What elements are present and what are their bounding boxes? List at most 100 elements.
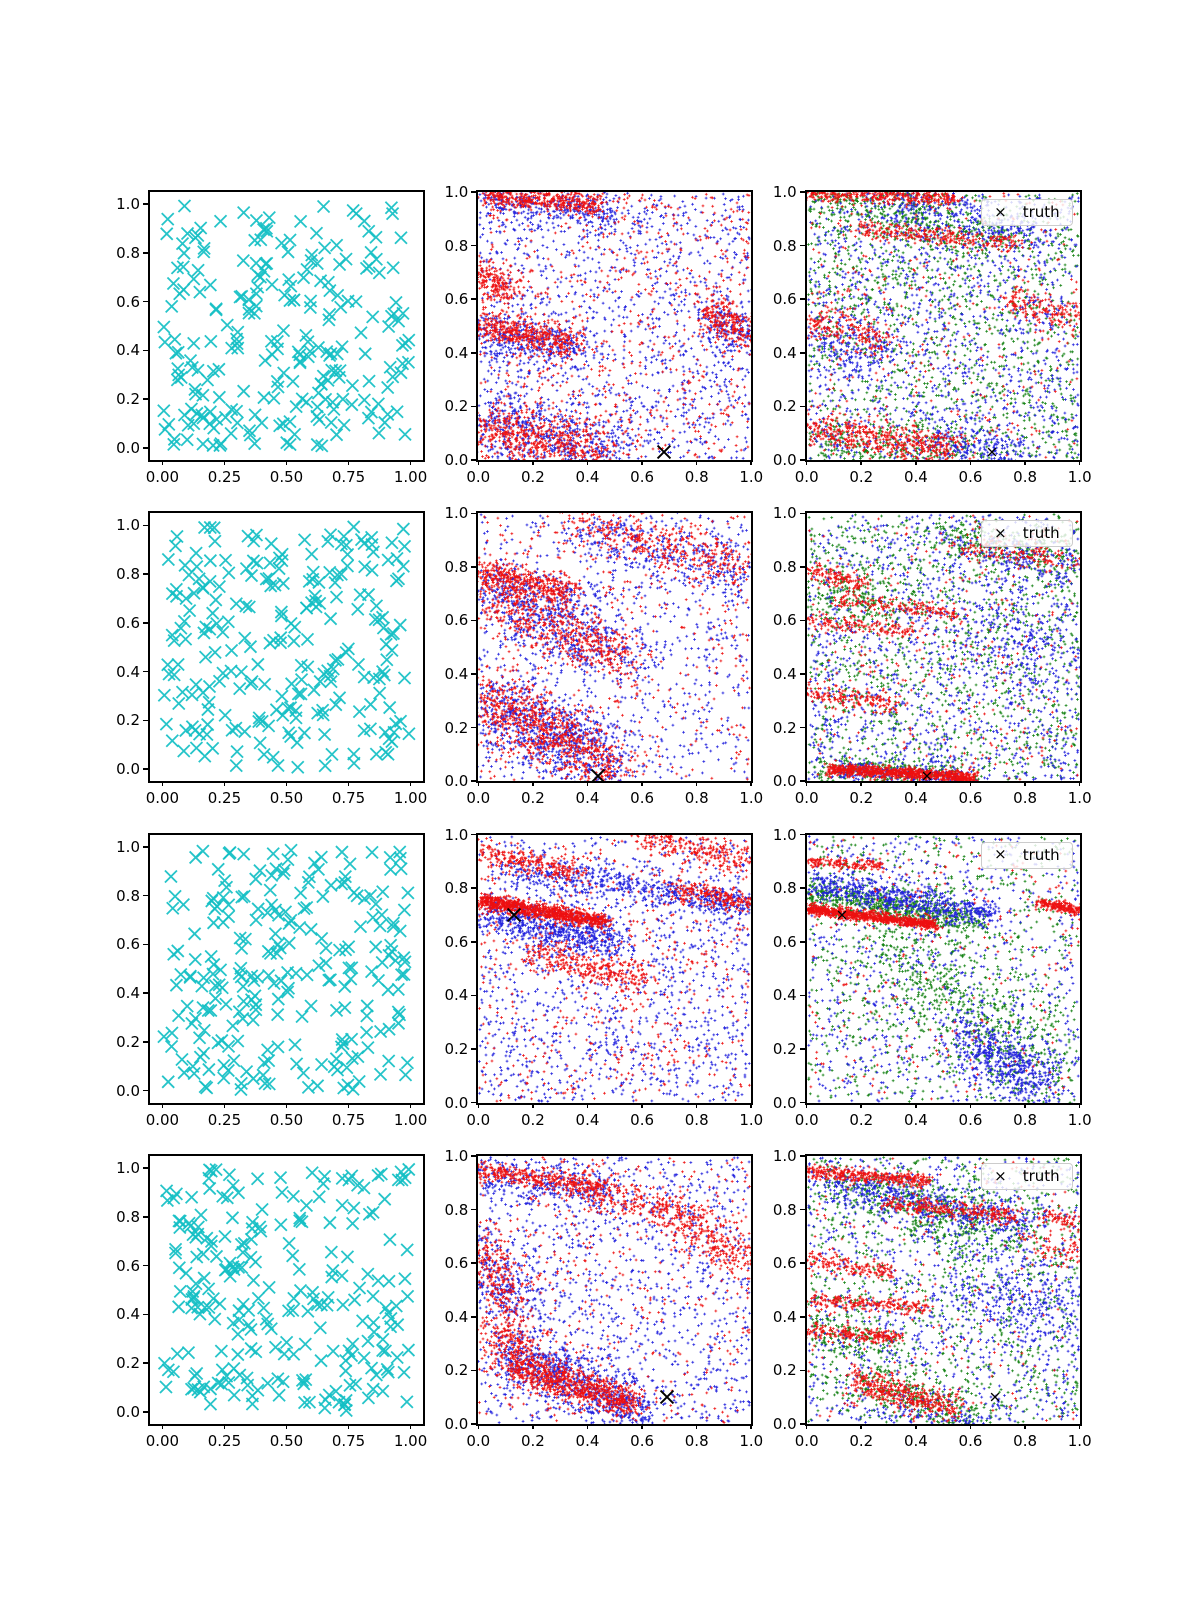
x-tick — [860, 1102, 863, 1108]
y-tick-label: 1.0 — [444, 1147, 469, 1165]
y-tick — [471, 298, 477, 300]
x-tick — [223, 1102, 226, 1108]
y-tick-label: 0.6 — [772, 290, 797, 309]
y-tick-label: 0.0 — [444, 451, 469, 469]
legend: × truth — [981, 1163, 1073, 1190]
y-tick-label: 0.2 — [772, 1361, 797, 1380]
x-tick-label: 0.00 — [145, 789, 180, 808]
x-tick — [409, 460, 412, 465]
y-tick — [799, 1155, 805, 1157]
x-tick — [750, 1424, 753, 1429]
scatter-panel-r1c3: 0.0 0.2 0.4 0.6 0.8 1.0 0.0 0.2 0.4 0.6 0.8 1.0 × tru… — [773, 183, 1092, 486]
x-tick-label: 0.6 — [958, 1110, 983, 1129]
y-tick-label: 0.0 — [772, 772, 797, 791]
x-tick-label: 0.4 — [575, 1110, 600, 1129]
y-tick-label: 0.8 — [116, 1207, 140, 1226]
y-tick-label: 0.4 — [444, 1307, 469, 1326]
scatter-canvas-r1c2 — [478, 192, 752, 460]
x-tick — [477, 1424, 480, 1429]
x-tick-label: 0.6 — [630, 468, 655, 486]
x-tick-label: 0.4 — [575, 789, 600, 808]
x-tick — [695, 460, 698, 465]
x-tick-label: 0.75 — [331, 789, 366, 808]
x-tick-label: 0.8 — [684, 1110, 709, 1129]
y-tick — [471, 619, 477, 622]
x-tick-label: 0.2 — [520, 468, 545, 486]
x-tick — [969, 460, 972, 465]
y-tick-label: 0.2 — [444, 1040, 469, 1059]
y-tick-label: 0.4 — [772, 665, 797, 684]
scatter-canvas-r2c2 — [478, 513, 752, 782]
y-tick-label: 0.2 — [772, 718, 797, 737]
y-tick-label: 0.4 — [444, 343, 469, 362]
y-tick-label: 1.0 — [772, 504, 797, 523]
x-tick-label: 0.6 — [958, 1432, 983, 1450]
x-tick-label: 0.8 — [1013, 468, 1038, 486]
y-tick — [143, 398, 148, 400]
scatter-panel-r4c2: 0.0 0.2 0.4 0.6 0.8 1.0 0.0 0.2 0.4 0.6 0.8 1.0 — [444, 1147, 763, 1450]
x-tick-label: 0.8 — [1013, 1432, 1038, 1450]
y-tick — [799, 352, 805, 354]
x-tick-label: 0.0 — [466, 789, 491, 808]
y-tick — [799, 726, 805, 729]
x-tick-label: 0.0 — [466, 1432, 491, 1450]
x-tick-label: 0.8 — [684, 468, 709, 486]
x-tick — [285, 1102, 288, 1108]
x-tick — [1078, 460, 1081, 465]
scatter-canvas-r3c1 — [150, 834, 423, 1103]
x-tick-label: 0.4 — [903, 789, 928, 808]
y-tick-label: 0.2 — [116, 1032, 140, 1051]
x-tick-label: 0.6 — [630, 1110, 655, 1129]
y-tick — [471, 566, 477, 568]
y-tick-label: 0.6 — [116, 613, 140, 632]
x-tick — [586, 1102, 589, 1108]
x-tick-label: 0.2 — [849, 1110, 874, 1129]
x-tick — [915, 1102, 917, 1108]
y-tick-label: 0.8 — [116, 886, 140, 905]
legend-label: truth — [1022, 524, 1060, 543]
y-tick — [471, 1155, 477, 1157]
y-tick — [471, 1101, 477, 1104]
y-tick — [143, 894, 148, 897]
x-tick-label: 1.0 — [739, 468, 764, 486]
x-tick-label: 1.0 — [739, 1432, 764, 1450]
y-tick-label: 0.4 — [772, 986, 797, 1005]
x-tick-label: 0.6 — [630, 1432, 655, 1450]
y-tick — [799, 512, 805, 515]
x-tick-label: 1.00 — [393, 1432, 428, 1450]
x-tick — [969, 781, 972, 787]
x-tick-label: 0.0 — [794, 1110, 819, 1129]
x-tick-label: 0.8 — [1013, 789, 1038, 808]
x-tick — [477, 460, 480, 465]
y-tick — [143, 252, 148, 254]
x-tick — [532, 460, 534, 465]
y-tick — [143, 573, 148, 575]
x-tick-label: 1.00 — [393, 1110, 428, 1129]
x-tick-label: 0.2 — [520, 1432, 545, 1450]
y-tick — [799, 1048, 805, 1050]
x-tick-label: 1.0 — [1067, 1432, 1092, 1450]
x-tick — [586, 460, 589, 465]
y-tick — [143, 1362, 148, 1364]
x-tick — [409, 781, 412, 787]
y-tick — [471, 1423, 477, 1425]
legend: × truth — [981, 841, 1073, 869]
x-tick — [532, 1102, 534, 1108]
y-tick-label: 0.6 — [116, 1256, 140, 1275]
y-tick — [143, 1216, 148, 1218]
x-tick — [915, 781, 917, 787]
y-tick-label: 0.8 — [116, 243, 140, 262]
x-tick — [1024, 460, 1026, 465]
x-tick — [641, 1424, 643, 1429]
x-tick — [860, 1424, 863, 1429]
y-tick — [471, 941, 477, 943]
y-tick-label: 0.0 — [444, 772, 469, 791]
x-tick — [695, 1102, 698, 1108]
y-tick-label: 1.0 — [444, 825, 469, 844]
scatter-canvas-r4c3 — [806, 1156, 1080, 1424]
y-tick — [143, 300, 148, 303]
y-tick-label: 0.8 — [772, 1200, 797, 1219]
y-tick-label: 0.6 — [772, 932, 797, 951]
y-tick-label: 0.0 — [116, 1081, 140, 1100]
y-tick — [799, 459, 805, 461]
